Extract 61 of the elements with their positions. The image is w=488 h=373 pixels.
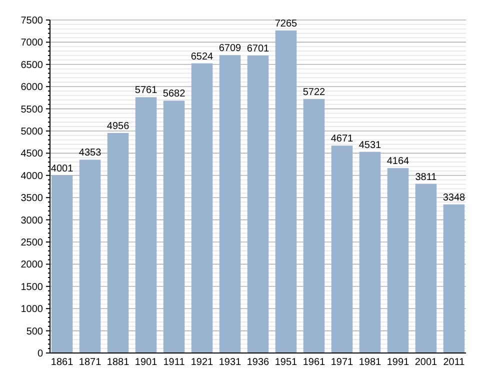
bar: [79, 160, 101, 353]
data-label: 5761: [134, 85, 158, 96]
x-tick-label: 1871: [78, 357, 102, 368]
x-tick-label: 1981: [358, 357, 382, 368]
x-tick-label: 1921: [190, 357, 214, 368]
x-tick-label: 1911: [163, 357, 186, 368]
data-label: 6524: [190, 51, 214, 62]
data-label: 3811: [415, 172, 438, 183]
y-tick-label: 3500: [20, 193, 44, 204]
x-tick-label: 1881: [106, 357, 130, 368]
bar: [163, 100, 185, 353]
x-tick-label: 1971: [330, 357, 354, 368]
data-label: 4671: [330, 134, 354, 145]
y-tick-label: 7500: [20, 16, 44, 26]
x-tick-label: 1901: [134, 357, 158, 368]
y-tick-label: 1500: [20, 282, 44, 293]
bar: [331, 146, 353, 353]
data-label: 4531: [358, 140, 382, 151]
y-tick-label: 3000: [20, 215, 44, 226]
bar: [415, 184, 437, 353]
x-tick-label: 1931: [218, 357, 242, 368]
bar: [387, 168, 409, 353]
x-tick-label: 1936: [246, 357, 270, 368]
y-tick-label: 5500: [20, 104, 44, 116]
data-label: 4956: [106, 120, 130, 132]
x-tick-label: 1961: [302, 357, 326, 368]
y-tick-label: 4000: [20, 170, 44, 182]
bar: [275, 30, 297, 353]
bar: [135, 97, 157, 353]
y-tick-label: 6000: [20, 82, 44, 94]
bar: [247, 55, 269, 353]
bar: [107, 132, 129, 353]
bar: [359, 152, 381, 353]
bar: [303, 98, 325, 353]
data-label: 5722: [302, 86, 326, 98]
y-tick-label: 1000: [20, 304, 44, 316]
data-label: 4353: [78, 148, 102, 159]
data-label: 3348: [442, 192, 466, 204]
x-tick-label: 1861: [50, 357, 74, 368]
data-label: 6709: [218, 43, 242, 54]
y-tick-label: 2500: [20, 238, 44, 248]
y-tick-label: 7000: [20, 38, 44, 49]
data-label: 4164: [386, 156, 410, 168]
x-tick-label: 1951: [274, 357, 298, 368]
bar: [51, 175, 73, 353]
y-tick-label: 0: [37, 348, 44, 360]
bar: [191, 63, 213, 353]
y-tick-label: 5000: [20, 126, 44, 138]
y-tick-label: 6500: [20, 60, 44, 71]
x-tick-label: 2001: [414, 357, 438, 368]
y-tick-label: 500: [26, 326, 44, 338]
y-tick-label: 4500: [20, 148, 44, 160]
y-tick-label: 2000: [20, 260, 44, 271]
bar: [219, 55, 241, 353]
x-tick-label: 2011: [443, 357, 466, 368]
data-label: 5682: [162, 88, 186, 100]
data-label: 7265: [274, 18, 298, 30]
x-tick-label: 1991: [386, 357, 410, 368]
data-label: 4001: [50, 163, 74, 174]
bar: [443, 204, 465, 353]
data-label: 6701: [246, 43, 270, 54]
